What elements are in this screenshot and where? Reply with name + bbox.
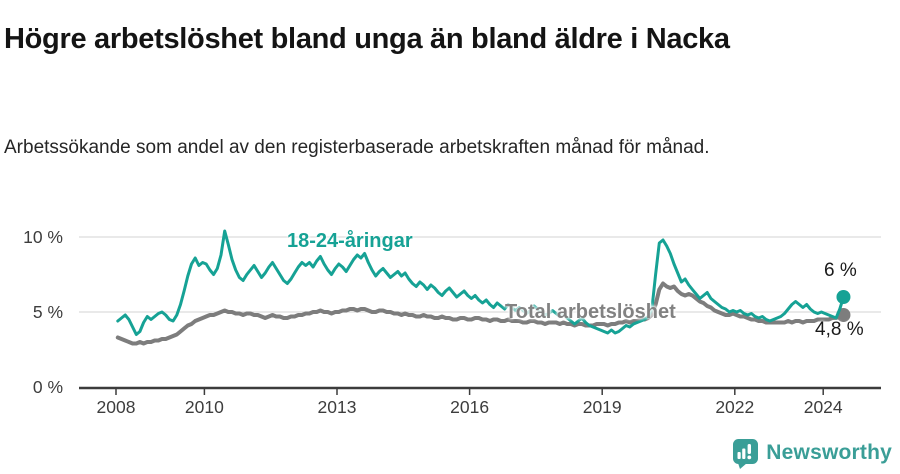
end-value-total: 4,8 % xyxy=(815,319,864,340)
svg-text:2013: 2013 xyxy=(318,397,357,417)
y-axis-label-5: 5 % xyxy=(32,302,63,322)
y-axis-label-10: 10 % xyxy=(23,227,63,247)
series-label-young: 18-24-åringar xyxy=(287,230,413,252)
svg-text:2010: 2010 xyxy=(185,397,224,417)
svg-text:2022: 2022 xyxy=(715,397,754,417)
newsworthy-logo-icon xyxy=(733,438,759,469)
y-axis-label-0: 0 % xyxy=(32,377,63,397)
chart-subtitle: Arbetssökande som andel av den registerb… xyxy=(4,137,710,158)
svg-text:2019: 2019 xyxy=(583,397,622,417)
unemployment-line-chart: 2008 2010 2013 2016 2019 2022 2024 xyxy=(79,229,881,417)
newsworthy-logo: Newsworthy xyxy=(732,438,892,469)
end-value-young: 6 % xyxy=(824,260,857,281)
svg-text:2016: 2016 xyxy=(450,397,489,417)
svg-text:2024: 2024 xyxy=(804,397,843,417)
svg-text:2008: 2008 xyxy=(97,397,136,417)
page-title: Högre arbetslöshet bland unga än bland ä… xyxy=(4,23,730,56)
series-label-total: Total arbetslöshet xyxy=(505,301,676,323)
brand-name: Newsworthy xyxy=(766,441,892,464)
